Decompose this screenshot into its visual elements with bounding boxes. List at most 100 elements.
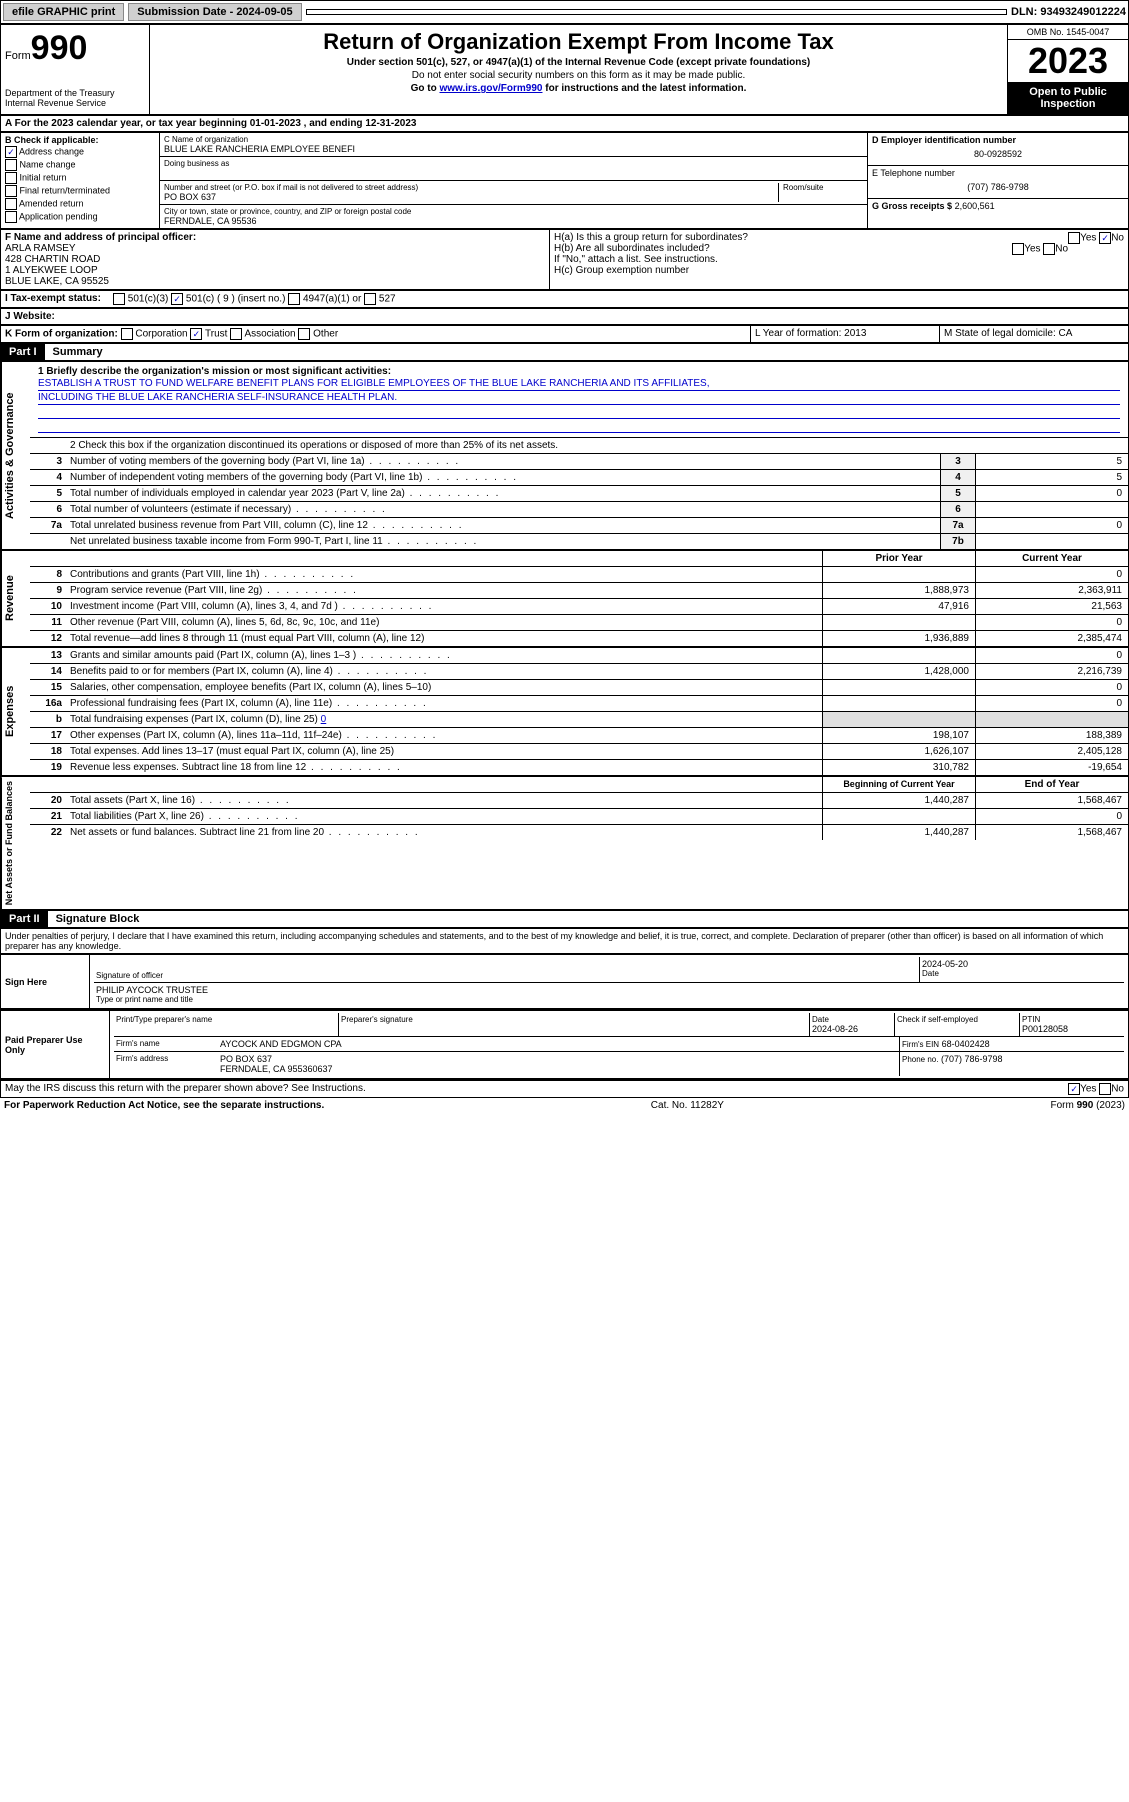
ps-lbl: Preparer's signature — [339, 1013, 810, 1036]
mission-t2: INCLUDING THE BLUE LAKE RANCHERIA SELF-I… — [38, 391, 1120, 405]
fundraising-link[interactable]: 0 — [321, 714, 327, 725]
footer-l: For Paperwork Reduction Act Notice, see … — [4, 1100, 324, 1111]
b-mid: C Name of organization BLUE LAKE RANCHER… — [159, 133, 868, 228]
paid-lbl: Paid Preparer Use Only — [1, 1011, 110, 1078]
line-11: 11Other revenue (Part VIII, column (A), … — [30, 615, 1128, 631]
line-3: 3Number of voting members of the governi… — [30, 454, 1128, 470]
sign-name: PHILIP AYCOCK TRUSTEE — [96, 985, 1122, 995]
part2-hdr: Part II — [1, 911, 48, 927]
sign-block: Sign Here Signature of officer 2024-05-2… — [0, 954, 1129, 1010]
j-lbl: J Website: — [1, 309, 59, 324]
gross-val: 2,600,561 — [955, 201, 995, 211]
line-10: 10Investment income (Part VIII, column (… — [30, 599, 1128, 615]
final-return[interactable]: Final return/terminated — [5, 185, 155, 197]
sign-date-lbl: Date — [922, 969, 1122, 978]
form-prefix: Form — [5, 50, 31, 62]
sign-name-lbl: Type or print name and title — [96, 995, 1122, 1004]
f-lbl: F Name and address of principal officer: — [5, 232, 545, 243]
na-body: Beginning of Current YearEnd of Year 20T… — [30, 777, 1128, 909]
exp-vlabel: Expenses — [1, 648, 30, 775]
mission: 1 Briefly describe the organization's mi… — [30, 362, 1128, 438]
link-pre: Go to — [411, 83, 440, 94]
firm-lbl: Firm's name — [114, 1037, 218, 1051]
pn-lbl: Print/Type preparer's name — [114, 1013, 339, 1036]
b-right: D Employer identification number 80-0928… — [868, 133, 1128, 228]
rev-section: Revenue Prior YearCurrent Year 8Contribu… — [0, 550, 1129, 647]
h-cell: H(a) Is this a group return for subordin… — [550, 230, 1128, 289]
app-pending[interactable]: Application pending — [5, 211, 155, 223]
topbar: efile GRAPHIC print Submission Date - 20… — [0, 0, 1129, 24]
h-a: H(a) Is this a group return for subordin… — [554, 232, 1124, 243]
line-7a: 7aTotal unrelated business revenue from … — [30, 518, 1128, 534]
efile-button[interactable]: efile GRAPHIC print — [3, 3, 124, 21]
addr-cell: Number and street (or P.O. box if mail i… — [160, 181, 867, 205]
sign-lbl: Sign Here — [1, 955, 90, 1008]
f-cell: F Name and address of principal officer:… — [1, 230, 550, 289]
line-16a: 16aProfessional fundraising fees (Part I… — [30, 696, 1128, 712]
gov-section: Activities & Governance 1 Briefly descri… — [0, 361, 1129, 550]
footer-r: Form 990 (2023) — [1051, 1100, 1126, 1111]
faddr-lbl: Firm's address — [114, 1052, 218, 1076]
dba-lbl: Doing business as — [164, 159, 863, 168]
gov-body: 1 Briefly describe the organization's mi… — [30, 362, 1128, 549]
h-c: H(c) Group exemption number — [554, 265, 1124, 276]
sign-date: 2024-05-20 — [922, 959, 1122, 969]
se-lbl: Check if self-employed — [895, 1013, 1020, 1036]
ptin: P00128058 — [1022, 1024, 1122, 1034]
form-header: Form990 Department of the Treasury Inter… — [0, 24, 1129, 115]
h-note: If "No," attach a list. See instructions… — [554, 254, 1124, 265]
ptin-lbl: PTIN — [1022, 1015, 1122, 1024]
pd: 2024-08-26 — [812, 1024, 892, 1034]
initial-return[interactable]: Initial return — [5, 172, 155, 184]
klm-row: K Form of organization: Corporation Trus… — [0, 325, 1129, 343]
fphone-lbl: Phone no. — [902, 1055, 938, 1064]
form-number: Form990 — [5, 29, 145, 68]
header-sub1: Under section 501(c), 527, or 4947(a)(1)… — [154, 57, 1003, 68]
addr-change[interactable]: Address change — [5, 146, 155, 158]
footer: For Paperwork Reduction Act Notice, see … — [0, 1098, 1129, 1113]
mission-blank2 — [38, 419, 1120, 433]
tel-lbl: E Telephone number — [872, 168, 1124, 178]
dba-cell: Doing business as — [160, 157, 867, 181]
mission-t1: ESTABLISH A TRUST TO FUND WELFARE BENEFI… — [38, 377, 1120, 391]
exp-body: 13Grants and similar amounts paid (Part … — [30, 648, 1128, 775]
fcity: FERNDALE, CA 955360637 — [220, 1064, 897, 1074]
org-block: B Check if applicable: Address change Na… — [0, 132, 1129, 229]
amended-return[interactable]: Amended return — [5, 198, 155, 210]
footer-m: Cat. No. 11282Y — [651, 1100, 724, 1111]
line-7b: Net unrelated business taxable income fr… — [30, 534, 1128, 549]
gross-lbl: G Gross receipts $ — [872, 201, 952, 211]
dln: DLN: 93493249012224 — [1011, 6, 1126, 18]
m-cell: M State of legal domicile: CA — [940, 326, 1128, 342]
form-title: Return of Organization Exempt From Incom… — [154, 29, 1003, 55]
part2-title: Signature Block — [48, 911, 148, 927]
tel-cell: E Telephone number (707) 786-9798 — [868, 166, 1128, 199]
h-b: H(b) Are all subordinates included? Yes … — [554, 243, 1124, 254]
topbar-spacer — [306, 9, 1007, 15]
f-h-row: F Name and address of principal officer:… — [0, 229, 1129, 290]
b-label: B Check if applicable: — [5, 135, 155, 145]
line-17: 17Other expenses (Part IX, column (A), l… — [30, 728, 1128, 744]
part1-hdr: Part I — [1, 344, 45, 360]
i-row: I Tax-exempt status: 501(c)(3) 501(c) ( … — [0, 290, 1129, 308]
b-checkboxes: B Check if applicable: Address change Na… — [1, 133, 159, 228]
f-name: ARLA RAMSEY — [5, 243, 545, 254]
link-post: for instructions and the latest informat… — [542, 83, 746, 94]
city-lbl: City or town, state or province, country… — [164, 207, 863, 216]
mission-lbl: 1 Briefly describe the organization's mi… — [38, 366, 1120, 377]
form990-link[interactable]: www.irs.gov/Form990 — [439, 83, 542, 94]
tel: (707) 786-9798 — [872, 178, 1124, 196]
paid-block: Paid Preparer Use Only Print/Type prepar… — [0, 1010, 1129, 1080]
line-16b: bTotal fundraising expenses (Part IX, co… — [30, 712, 1128, 728]
line-5: 5Total number of individuals employed in… — [30, 486, 1128, 502]
org-name-cell: C Name of organization BLUE LAKE RANCHER… — [160, 133, 867, 157]
header-link-line: Go to www.irs.gov/Form990 for instructio… — [154, 83, 1003, 94]
discuss-row: May the IRS discuss this return with the… — [0, 1080, 1129, 1098]
perjury: Under penalties of perjury, I declare th… — [0, 928, 1129, 954]
discuss-lbl: May the IRS discuss this return with the… — [5, 1083, 1068, 1095]
ein: 80-0928592 — [872, 145, 1124, 163]
tax-year: 2023 — [1008, 40, 1128, 82]
line-12: 12Total revenue—add lines 8 through 11 (… — [30, 631, 1128, 646]
name-change[interactable]: Name change — [5, 159, 155, 171]
exp-section: Expenses 13Grants and similar amounts pa… — [0, 647, 1129, 776]
